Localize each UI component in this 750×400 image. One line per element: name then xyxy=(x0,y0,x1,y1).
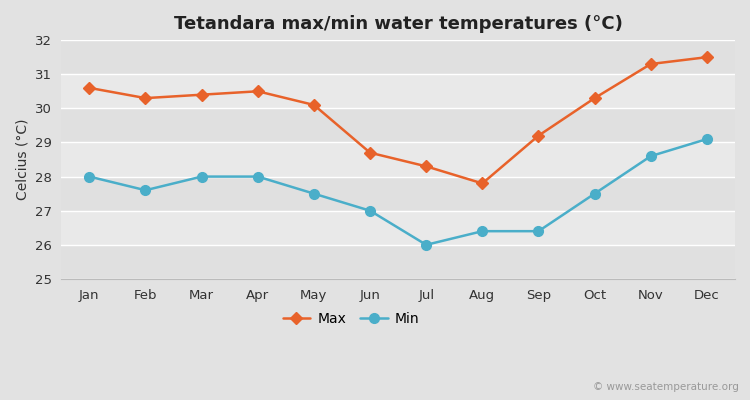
Bar xyxy=(62,40,735,74)
Text: © www.seatemperature.org: © www.seatemperature.org xyxy=(592,382,739,392)
Bar xyxy=(62,245,735,279)
Min xyxy=(703,137,712,142)
Min xyxy=(478,229,487,234)
Max xyxy=(422,164,430,169)
Max xyxy=(197,92,206,97)
Min xyxy=(365,208,374,213)
Min xyxy=(197,174,206,179)
Max xyxy=(85,86,94,90)
Max xyxy=(590,96,599,100)
Legend: Max, Min: Max, Min xyxy=(277,306,425,332)
Min xyxy=(85,174,94,179)
Max xyxy=(534,133,543,138)
Min xyxy=(422,242,430,247)
Min xyxy=(310,191,319,196)
Line: Min: Min xyxy=(85,134,712,250)
Max xyxy=(365,150,374,155)
Min xyxy=(646,154,656,158)
Min xyxy=(590,191,599,196)
Max xyxy=(310,102,319,107)
Min xyxy=(141,188,150,193)
Max xyxy=(703,55,712,60)
Max xyxy=(478,181,487,186)
Max xyxy=(141,96,150,100)
Title: Tetandara max/min water temperatures (°C): Tetandara max/min water temperatures (°C… xyxy=(174,15,622,33)
Min xyxy=(534,229,543,234)
Min xyxy=(254,174,262,179)
Bar xyxy=(62,176,735,211)
Bar xyxy=(62,108,735,142)
Bar xyxy=(62,142,735,176)
Line: Max: Max xyxy=(86,53,711,188)
Max xyxy=(254,89,262,94)
Y-axis label: Celcius (°C): Celcius (°C) xyxy=(15,119,29,200)
Bar xyxy=(62,74,735,108)
Bar xyxy=(62,211,735,245)
Max xyxy=(646,62,656,66)
